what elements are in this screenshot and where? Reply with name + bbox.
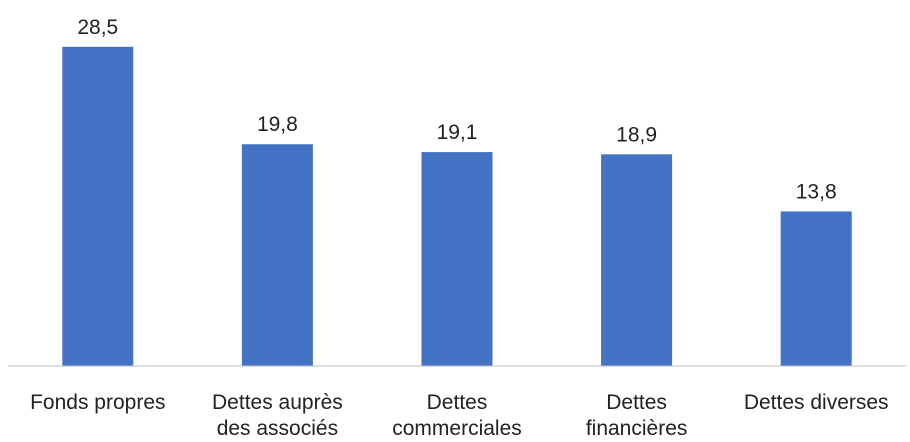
category-label-1-line-1: Fonds propres	[30, 391, 165, 414]
bar-4	[601, 154, 673, 366]
category-label-4-line-2: financières	[586, 417, 688, 440]
bar-5	[780, 211, 852, 366]
value-label-4: 18,9	[616, 123, 657, 146]
value-label-5: 13,8	[796, 180, 837, 203]
bar-1	[62, 46, 134, 367]
category-label-2-line-1: Dettes auprès	[212, 391, 343, 414]
value-label-1: 28,5	[77, 16, 118, 39]
value-label-3: 19,1	[437, 121, 478, 144]
category-label-5-line-1: Dettes diverses	[744, 391, 889, 414]
bar-3	[421, 152, 493, 366]
bar-2	[241, 144, 313, 366]
category-label-3-line-1: Dettes	[427, 391, 488, 414]
category-label-3-line-2: commerciales	[392, 417, 522, 440]
value-label-2: 19,8	[257, 113, 298, 136]
value-labels-layer: 28,5 19,8 19,1 18,9 13,8	[77, 16, 836, 204]
category-labels-layer: Fonds propres Dettes auprès des associés De…	[30, 391, 888, 440]
category-label-2-line-2: des associés	[217, 417, 338, 440]
category-label-4-line-1: Dettes	[606, 391, 667, 414]
bars-layer	[62, 46, 852, 367]
